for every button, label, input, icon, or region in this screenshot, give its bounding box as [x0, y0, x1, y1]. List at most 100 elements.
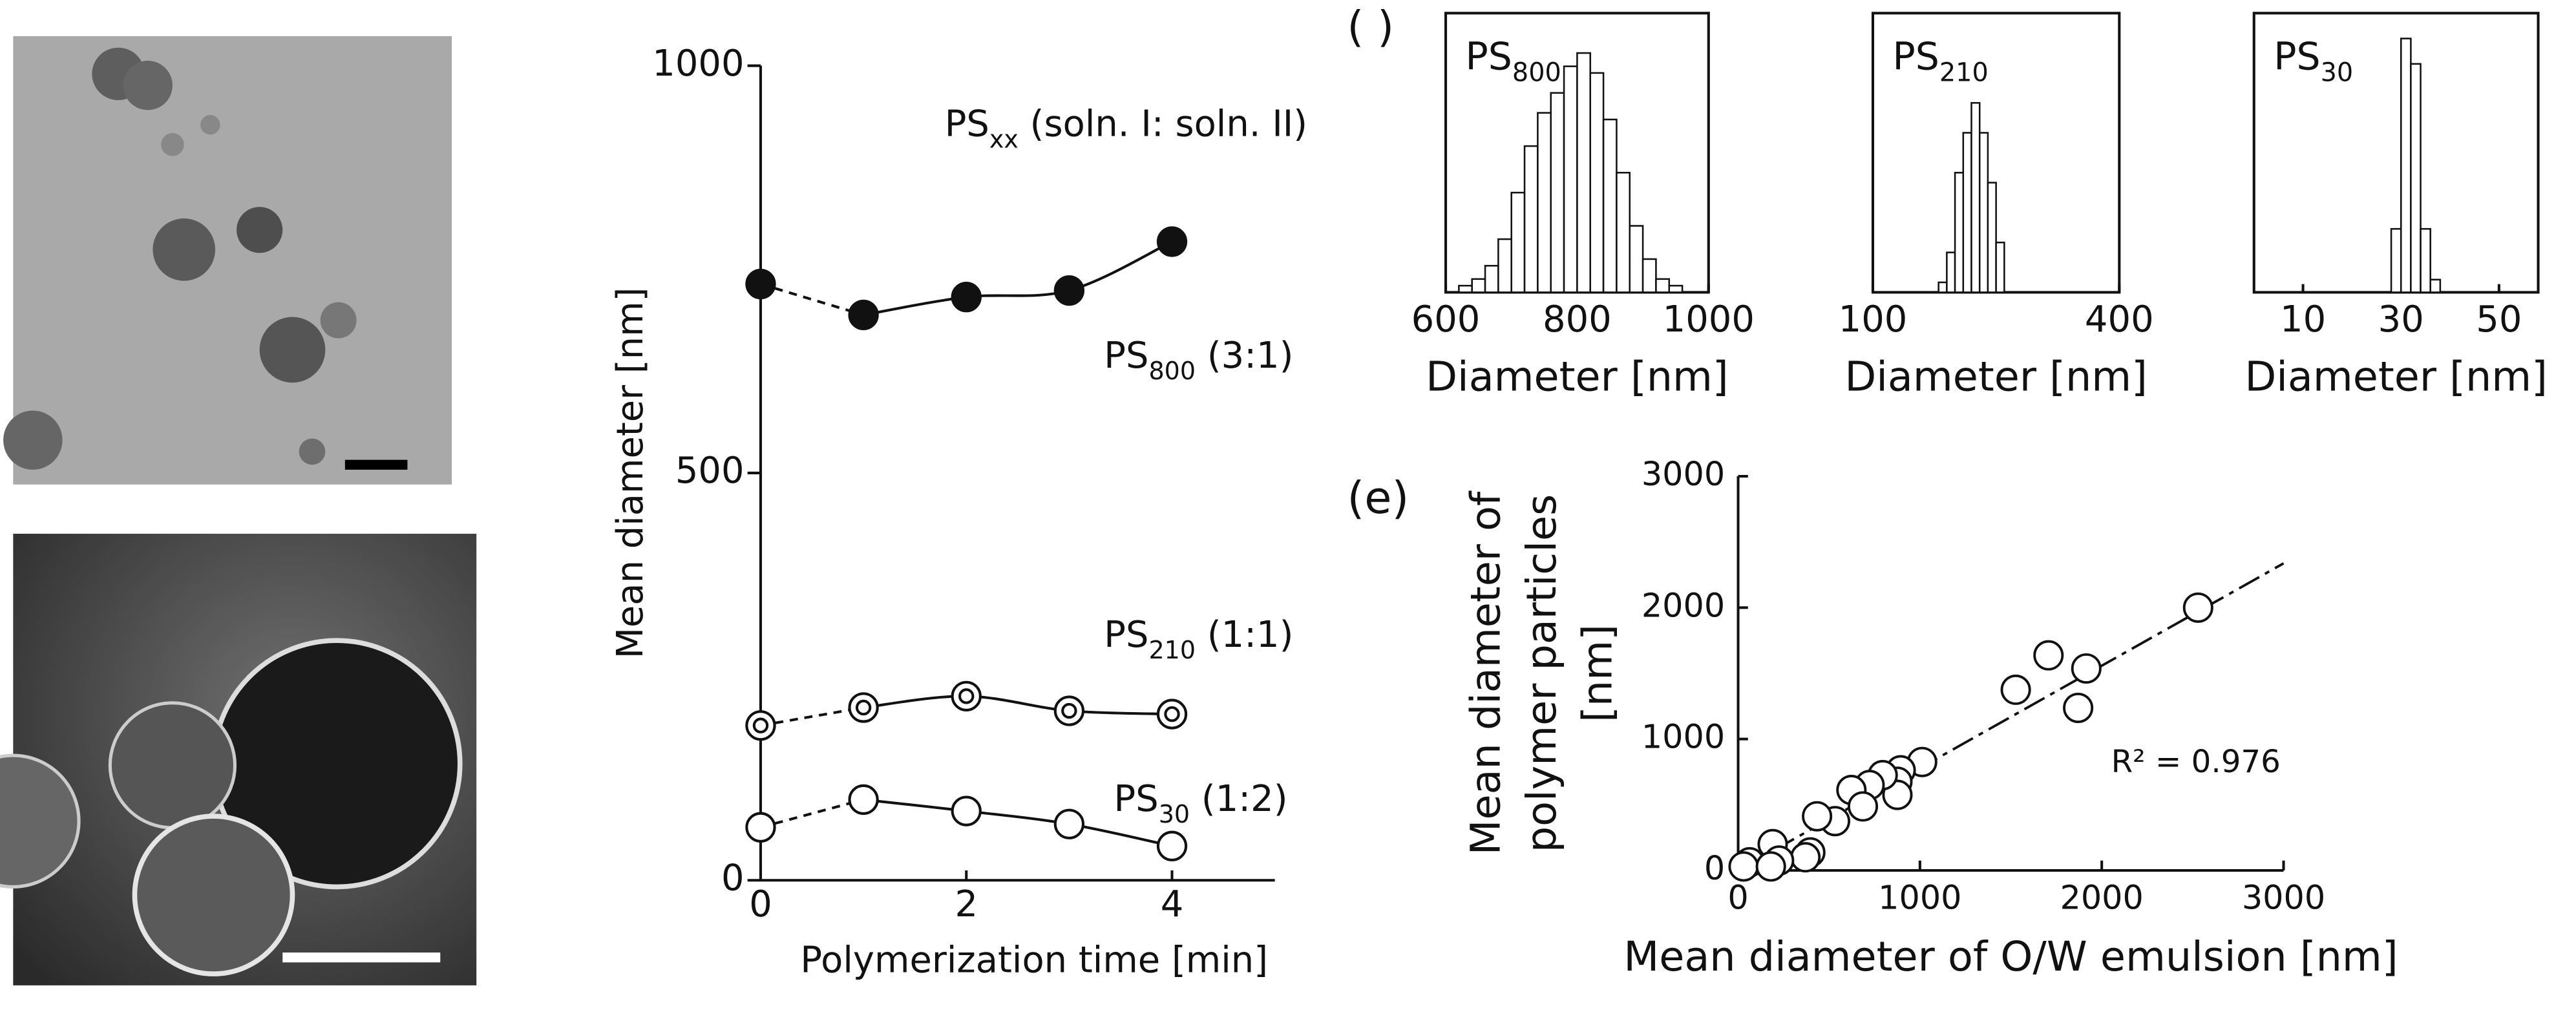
bar — [1563, 65, 1578, 293]
point — [1755, 851, 1786, 882]
series-label-part: (1:2) — [1190, 778, 1287, 820]
bar — [2429, 279, 2442, 293]
bar — [1642, 258, 1657, 293]
bar — [1946, 251, 1956, 293]
series-label-part: (1:1) — [1196, 614, 1293, 656]
series-label-part: PS — [1104, 335, 1148, 377]
marker — [1156, 226, 1188, 257]
x-axis-label: Diameter [nm] — [1426, 353, 1729, 401]
bar — [2420, 227, 2431, 293]
point — [1802, 801, 1833, 832]
marker-inner — [752, 717, 769, 733]
series-label: PS30 (1:2) — [1114, 778, 1288, 828]
bar — [1962, 132, 1972, 293]
axes — [759, 65, 1275, 882]
bar — [1589, 72, 1605, 293]
hist-title-part: PS — [2274, 35, 2320, 79]
series-label-part: 800 — [1148, 357, 1196, 385]
bar — [1995, 241, 2005, 293]
y-axis-label: Mean diameter [nm] — [609, 288, 651, 659]
connector-dashed — [760, 282, 864, 317]
annotation-part: PS — [945, 103, 989, 145]
x-tick-label: 2000 — [2060, 879, 2143, 917]
hist-title-part: 30 — [2321, 58, 2354, 87]
marker — [848, 784, 879, 815]
y-tick-label: 1000 — [652, 43, 744, 85]
hist-title-part: 210 — [1939, 58, 1989, 87]
connector-dashed — [760, 706, 864, 727]
marker — [745, 268, 776, 300]
bar — [1668, 284, 1684, 293]
x-tick-label: 800 — [1543, 299, 1612, 341]
annotation: PSxx (soln. I: soln. II) — [945, 103, 1307, 153]
fit-curve — [863, 695, 1172, 716]
bar — [1537, 112, 1552, 293]
bar — [1550, 92, 1565, 293]
annotation-part: xx — [989, 125, 1019, 153]
x-tick-label: 1000 — [1663, 299, 1755, 341]
connector-dashed — [760, 798, 864, 829]
hist-title: PS800 — [1466, 35, 1561, 87]
x-tick-label: 1000 — [1878, 879, 1961, 917]
x-tick-label: 30 — [2378, 299, 2424, 341]
x-axis-label: Diameter [nm] — [2244, 353, 2548, 401]
x-tick-label: 100 — [1839, 299, 1908, 341]
marker — [1053, 808, 1085, 839]
marker — [745, 812, 776, 843]
x-tick-label: 0 — [1727, 879, 1748, 917]
annotation-part: (soln. I: soln. II) — [1019, 103, 1307, 145]
y-axis-label: [nm] — [1574, 624, 1621, 722]
x-tick-label: 3000 — [2242, 879, 2325, 917]
x-axis-label: Mean diameter of O/W emulsion [nm] — [1623, 932, 2398, 980]
x-tick-label: 50 — [2476, 299, 2522, 341]
bar — [1510, 191, 1526, 293]
point — [1790, 842, 1821, 873]
bar — [2390, 227, 2402, 293]
bar — [1471, 278, 1486, 293]
x-tick-label: 4 — [1161, 883, 1184, 925]
point — [2033, 640, 2064, 671]
annotation: R² = 0.976 — [2111, 744, 2281, 780]
y-tick-label: 0 — [721, 857, 744, 899]
series-label: PS800 (3:1) — [1104, 335, 1293, 384]
bar — [1458, 284, 1473, 293]
point — [1848, 791, 1879, 822]
point — [2000, 674, 2031, 705]
x-tick-label: 400 — [2085, 299, 2154, 341]
hist-title: PS30 — [2274, 35, 2353, 87]
sem-image — [0, 533, 477, 985]
y-tick-label: 500 — [675, 450, 744, 492]
bar — [1576, 52, 1592, 293]
point — [1728, 851, 1759, 882]
x-tick-label: 0 — [749, 883, 772, 925]
x-axis-label: Diameter [nm] — [1844, 353, 2148, 401]
bar — [1954, 171, 1965, 293]
series-label-part: 210 — [1148, 636, 1196, 664]
bar — [1978, 132, 1989, 293]
marker-inner — [958, 688, 975, 704]
marker-inner — [1164, 706, 1180, 722]
marker — [848, 299, 879, 331]
x-axis-label: Polymerization time [min] — [800, 939, 1268, 981]
marker — [1053, 275, 1085, 306]
x-tick-label: 2 — [955, 883, 978, 925]
bar — [1970, 101, 1981, 293]
point — [2071, 653, 2102, 684]
series-label-part: PS — [1114, 778, 1159, 820]
marker — [1156, 830, 1188, 861]
x-tick-label: 10 — [2280, 299, 2326, 341]
series-label-part: (3:1) — [1196, 335, 1293, 377]
hist-title-part: 800 — [1512, 58, 1561, 87]
point — [2182, 592, 2213, 623]
bar — [1629, 225, 1644, 293]
marker-inner — [855, 699, 872, 716]
series-label-part: 30 — [1159, 800, 1190, 828]
bar — [1616, 171, 1631, 293]
hist-title-part: PS — [1466, 35, 1512, 79]
panel-label: (e) — [1347, 472, 1409, 524]
series-label: PS210 (1:1) — [1104, 614, 1293, 664]
y-tick-label: 1000 — [1642, 718, 1725, 756]
bar — [1602, 118, 1618, 293]
